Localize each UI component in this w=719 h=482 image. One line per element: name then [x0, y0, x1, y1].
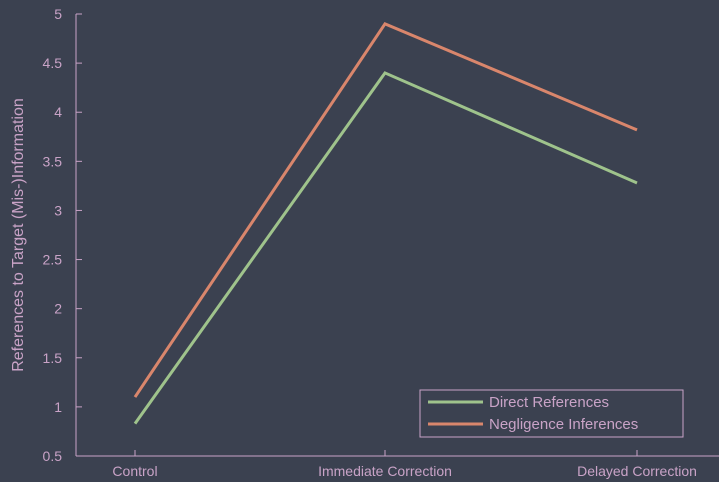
y-tick-label: 2	[54, 301, 62, 317]
y-tick-label: 0.5	[43, 448, 63, 464]
legend-label: Negligence Inferences	[489, 416, 638, 433]
y-axis-title: References to Target (Mis-)Information	[10, 98, 27, 372]
y-tick-label: 2.5	[43, 252, 63, 268]
y-tick-label: 1	[54, 399, 62, 415]
x-tick-label: Control	[112, 463, 157, 479]
series-layer	[133, 21, 638, 425]
legend: Direct References Negligence Inferences	[419, 389, 684, 438]
legend-label: Direct References	[489, 394, 609, 411]
series-line-negligence-inferences	[133, 21, 638, 398]
axes: 0.5 1 1.5 2 2.5 3 3.5 4 4.5 5 Control Immediate Cor…	[43, 6, 719, 479]
y-tick-label: 3.5	[43, 153, 63, 169]
y-tick-label: 5	[54, 6, 62, 22]
y-tick-label: 4.5	[43, 55, 63, 71]
legend-box	[419, 389, 684, 438]
y-tick-label: 1.5	[43, 350, 63, 366]
x-tick-label: Delayed Correction	[577, 463, 697, 479]
series-line-direct-references	[133, 71, 638, 425]
y-tick-label: 4	[54, 104, 62, 120]
x-tick-label: Immediate Correction	[318, 463, 452, 479]
y-tick-label: 3	[54, 202, 62, 218]
